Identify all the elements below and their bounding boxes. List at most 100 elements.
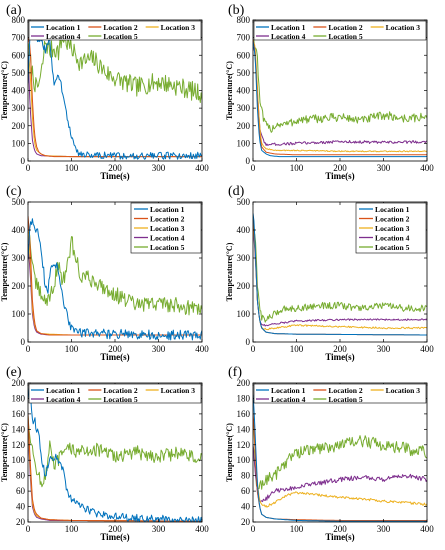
series-line-location-2 (28, 37, 202, 158)
x-tick-label: 400 (420, 163, 434, 173)
series-group (253, 39, 427, 158)
series-line-location-2 (28, 215, 202, 336)
y-axis-label: Temperature(°C) (0, 423, 9, 482)
y-tick-label: 500 (12, 197, 26, 207)
series-line-location-5 (253, 435, 427, 490)
y-axis-label: Temperature(°C) (0, 61, 9, 120)
series-group (28, 215, 202, 341)
chart-panel-d: (d) 0 100 200 300 400 0 100 200 300 400 500 Time(s) T… (225, 184, 434, 362)
y-axis-label: Temperature(°C) (225, 423, 234, 482)
y-tick-label: 300 (12, 253, 26, 263)
legend-entry: Location 1 (46, 23, 81, 32)
y-tick-label: 100 (12, 138, 26, 148)
series-line-location-4 (28, 429, 202, 522)
y-tick-label: 100 (237, 455, 251, 465)
y-tick-label: 160 (12, 409, 26, 419)
x-tick-label: 400 (420, 524, 434, 534)
y-axis-label: Temperature(°C) (0, 242, 9, 301)
x-axis-label: Time(s) (100, 171, 129, 181)
series-line-location-1 (253, 213, 427, 336)
legend-entry: Location 4 (271, 395, 306, 404)
legend-entry: Location 1 (46, 386, 81, 395)
legend-entry: Location 5 (375, 243, 410, 252)
panel-label: (d) (228, 184, 245, 199)
panel-label: (e) (6, 365, 22, 380)
y-tick-label: 500 (237, 68, 251, 78)
y-tick-label: 100 (237, 138, 251, 148)
legend-box (28, 383, 202, 404)
y-tick-label: 300 (237, 103, 251, 113)
legend-entry: Location 4 (46, 395, 81, 404)
series-line-location-2 (253, 39, 427, 156)
y-tick-label: 0 (246, 337, 251, 347)
y-tick-label: 80 (16, 471, 26, 481)
x-tick-label: 200 (333, 163, 347, 173)
y-tick-label: 0 (21, 156, 26, 166)
y-tick-label: 0 (21, 337, 26, 347)
y-tick-label: 200 (12, 121, 26, 131)
y-tick-label: 140 (237, 424, 251, 434)
x-tick-label: 100 (65, 524, 79, 534)
series-line-location-1 (28, 385, 202, 522)
x-axis-label: Time(s) (100, 532, 129, 542)
y-tick-label: 500 (237, 197, 251, 207)
y-tick-label: 100 (237, 309, 251, 319)
y-tick-label: 60 (16, 486, 26, 496)
x-tick-label: 300 (152, 163, 166, 173)
x-tick-label: 200 (108, 344, 122, 354)
x-tick-label: 300 (377, 524, 391, 534)
x-tick-label: 100 (290, 163, 304, 173)
y-tick-label: 140 (12, 424, 26, 434)
legend-entry: Location 5 (328, 32, 363, 41)
y-tick-label: 120 (12, 440, 26, 450)
y-tick-label: 20 (241, 517, 251, 527)
x-tick-label: 0 (251, 344, 256, 354)
x-tick-label: 400 (420, 344, 434, 354)
panel-label: (c) (6, 184, 22, 199)
y-tick-label: 700 (237, 33, 251, 43)
x-tick-label: 200 (333, 524, 347, 534)
legend-entry: Location 5 (150, 243, 185, 252)
y-tick-label: 400 (12, 86, 26, 96)
y-tick-label: 120 (237, 440, 251, 450)
series-line-location-3 (253, 421, 427, 508)
legend-box (28, 20, 202, 41)
y-tick-label: 800 (12, 15, 26, 25)
y-tick-label: 40 (16, 502, 26, 512)
plot-frame (252, 19, 428, 162)
x-axis-label: Time(s) (100, 352, 129, 362)
y-tick-label: 600 (237, 50, 251, 60)
series-line-location-4 (253, 445, 427, 503)
y-tick-label: 200 (237, 121, 251, 131)
y-tick-label: 20 (16, 517, 26, 527)
y-tick-label: 100 (12, 309, 26, 319)
legend-entry: Location 4 (150, 234, 185, 243)
legend-entry: Location 3 (375, 224, 410, 233)
y-tick-label: 600 (12, 50, 26, 60)
y-tick-label: 200 (237, 378, 251, 388)
legend-entry: Location 1 (375, 205, 410, 214)
x-tick-label: 100 (65, 344, 79, 354)
chart-panel-f: (f) 0 100 200 300 400 20 40 60 80 100 120 140 160 180 2… (225, 365, 434, 542)
x-tick-label: 200 (333, 344, 347, 354)
chart-panel-e: (e) 0 100 200 300 400 20 40 60 80 100 120 140 160 180 2… (0, 365, 209, 542)
y-tick-label: 700 (12, 33, 26, 43)
x-tick-label: 100 (290, 524, 304, 534)
x-tick-label: 0 (26, 163, 31, 173)
x-tick-label: 300 (152, 524, 166, 534)
panel-label: (b) (228, 3, 245, 18)
x-tick-label: 400 (195, 163, 209, 173)
series-line-location-4 (253, 46, 427, 146)
x-tick-label: 0 (251, 163, 256, 173)
series-line-location-5 (28, 231, 202, 316)
series-line-location-1 (253, 41, 427, 158)
y-tick-label: 400 (237, 86, 251, 96)
x-tick-label: 200 (108, 524, 122, 534)
legend-entry: Location 2 (328, 386, 363, 395)
y-tick-label: 500 (12, 68, 26, 78)
